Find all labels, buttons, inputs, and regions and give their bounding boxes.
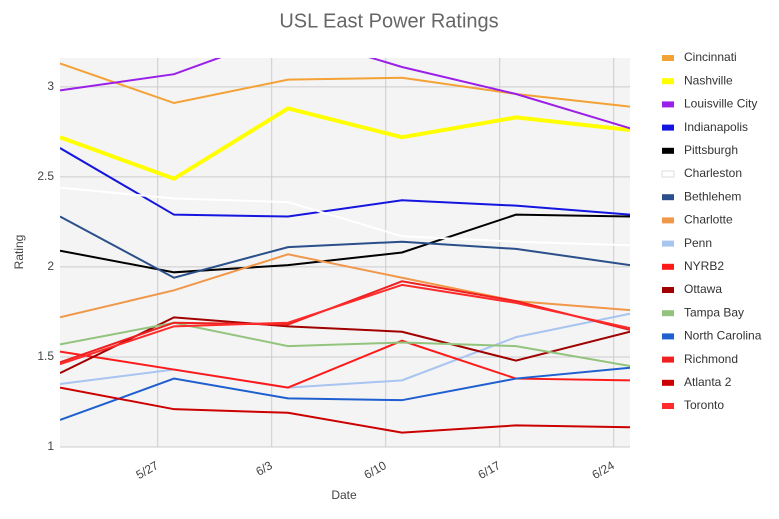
legend-label: Charlotte (684, 213, 733, 227)
x-tick-label: 6/24 (590, 458, 618, 482)
x-tick-label: 6/3 (253, 458, 275, 479)
legend-swatch (661, 170, 675, 178)
x-tick-label: 5/27 (134, 458, 162, 482)
legend-label: Penn (684, 236, 712, 250)
legend-swatch (662, 78, 674, 85)
x-tick-label: 6/10 (362, 458, 390, 482)
series-line (60, 339, 630, 389)
y-axis-label: Rating (12, 235, 26, 270)
series-line (60, 283, 630, 366)
legend-swatch (662, 55, 674, 61)
legend-swatch (662, 124, 674, 131)
legend-label: North Carolina (684, 329, 762, 343)
legend-label: Richmond (684, 352, 738, 366)
legend-label: Atlanta 2 (684, 375, 732, 389)
legend-swatch (662, 263, 674, 270)
series-line (60, 106, 630, 181)
chart-title: USL East Power Ratings (279, 10, 498, 32)
series-line (60, 321, 630, 367)
lines (60, 58, 630, 434)
legend-label: Cincinnati (684, 50, 737, 64)
legend-swatch (662, 147, 674, 154)
y-tick-label: 1.5 (37, 349, 54, 363)
legend-swatch (662, 217, 674, 224)
legend-label: Tampa Bay (684, 305, 744, 319)
y-tick-label: 3 (47, 79, 54, 93)
legend-swatch (662, 333, 674, 340)
legend-label: Nashville (684, 73, 733, 87)
legend-swatch (662, 287, 674, 293)
legend-swatch (662, 379, 674, 386)
series-line (60, 386, 630, 434)
legend-swatch (662, 240, 674, 247)
legend-label: Charleston (684, 166, 742, 180)
legend-swatch (662, 356, 674, 363)
legend-label: Pittsburgh (684, 143, 738, 157)
series-line (60, 147, 630, 218)
y-tick-label: 1 (47, 439, 54, 453)
series-line (60, 62, 630, 108)
series-line (60, 312, 630, 389)
legend-label: Louisville City (684, 97, 757, 111)
legend-swatch (662, 194, 674, 201)
legend-label: NYRB2 (684, 259, 724, 273)
series-line (60, 186, 630, 247)
legend-label: Toronto (684, 398, 724, 412)
legend-label: Bethlehem (684, 189, 741, 203)
series-line (60, 213, 630, 274)
legend-swatch (662, 310, 674, 317)
y-tick-label: 2.5 (37, 169, 54, 183)
legend-label: Ottawa (684, 282, 722, 296)
legend: Cincinnati Nashville Louisville City Indian… (661, 50, 762, 412)
series-line (60, 366, 630, 421)
series-line (60, 253, 630, 319)
legend-swatch (662, 403, 674, 409)
series-line (60, 58, 630, 130)
legend-swatch (662, 101, 674, 108)
x-tick-label: 6/17 (476, 458, 504, 482)
series-line (60, 215, 630, 279)
y-tick-label: 2 (47, 259, 54, 273)
legend-label: Indianapolis (684, 120, 748, 134)
x-axis-label: Date (331, 488, 357, 502)
